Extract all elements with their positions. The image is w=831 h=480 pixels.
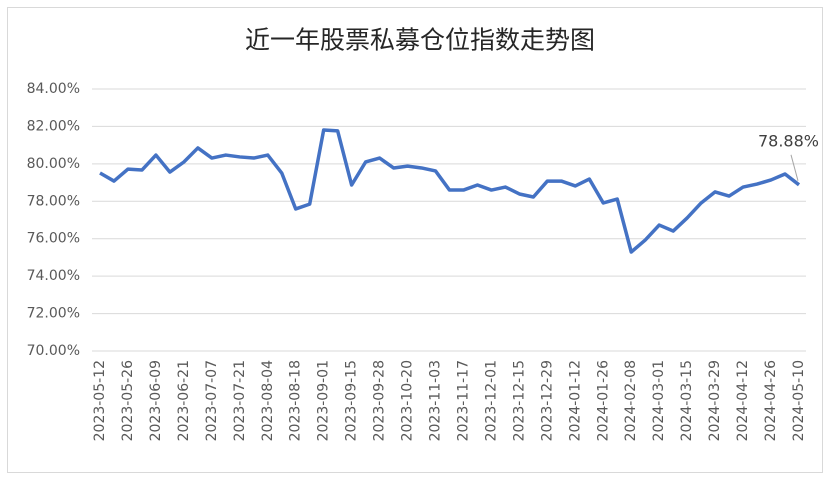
x-tick-label: 2023-06-09 [148,360,164,441]
x-tick-label: 2023-12-29 [539,360,555,441]
y-tick-label: 74.00% [27,268,80,284]
x-tick-label: 2023-09-28 [372,360,388,441]
x-tick-label: 2023-08-18 [288,360,304,441]
x-tick-label: 2024-03-29 [707,360,723,441]
data-label: 78.88% [758,131,819,150]
x-tick-label: 2024-04-12 [735,360,751,441]
x-tick-label: 2024-03-01 [651,360,667,441]
x-tick-label: 2023-11-03 [428,360,444,441]
x-tick-label: 2024-02-08 [623,360,639,441]
y-tick-label: 78.00% [27,193,80,209]
y-tick-label: 72.00% [27,306,80,322]
chart-title: 近一年股票私募仓位指数走势图 [245,26,595,55]
x-tick-label: 2023-07-07 [204,360,220,441]
y-tick-label: 76.00% [27,231,80,247]
x-tick-label: 2023-12-01 [483,360,499,441]
y-tick-label: 84.00% [27,81,80,97]
x-tick-label: 2023-09-01 [316,360,332,441]
chart-border [7,7,823,473]
x-tick-label: 2023-07-21 [232,360,248,441]
x-tick-label: 2024-01-12 [567,360,583,441]
y-tick-label: 80.00% [27,156,80,172]
x-tick-label: 2024-03-15 [679,360,695,441]
x-tick-label: 2024-05-10 [791,360,807,441]
x-tick-label: 2023-08-04 [260,360,276,441]
x-tick-label: 2024-01-26 [595,360,611,441]
data-line [99,128,801,254]
x-tick-label: 2023-10-20 [400,360,416,441]
x-tick-label: 2023-09-15 [344,360,360,441]
x-tick-label: 2023-11-17 [455,360,471,441]
y-tick-label: 82.00% [27,118,80,134]
x-tick-label: 2023-12-15 [511,360,527,441]
x-tick-label: 2023-05-26 [120,360,136,441]
label-leader [790,154,799,181]
y-tick-label: 70.00% [27,343,80,359]
x-tick-label: 2024-04-26 [763,360,779,441]
x-tick-label: 2023-06-21 [176,360,192,441]
x-tick-label: 2023-05-12 [92,360,108,441]
